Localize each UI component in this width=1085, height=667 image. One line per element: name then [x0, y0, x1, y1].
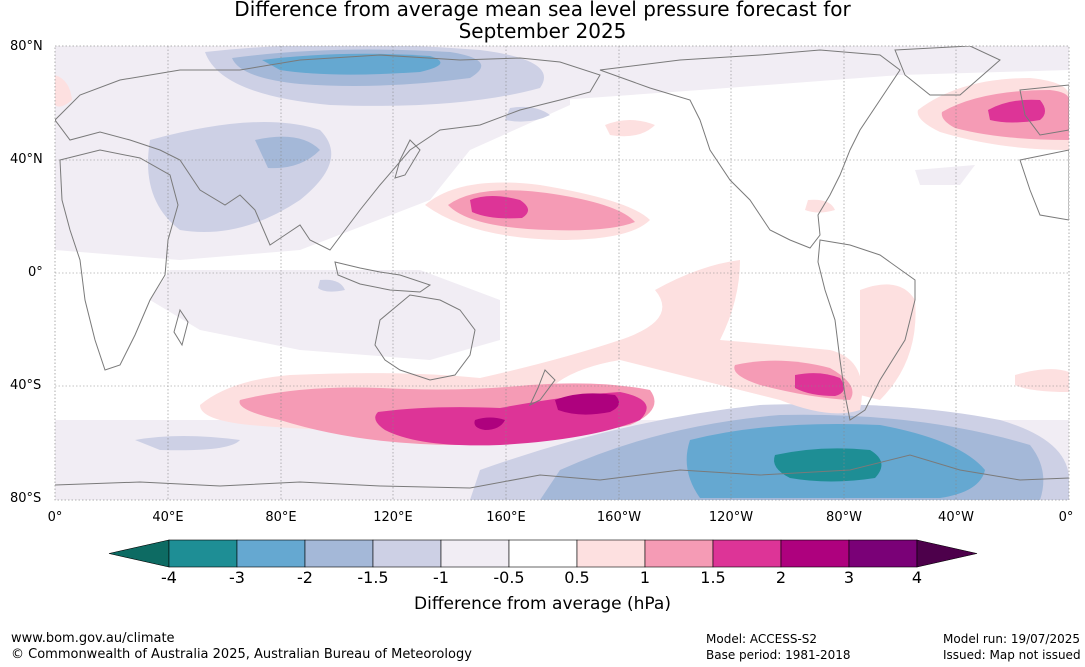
europe-coast: [1019, 84, 1069, 136]
lat-label-40n: 40°N: [10, 152, 43, 167]
colorbar-tick-label: 4: [911, 568, 923, 587]
footer-issued: Issued: Map not issued: [943, 648, 1081, 662]
indonesia-coast: [334, 261, 432, 293]
lat-label-40s: 40°S: [10, 378, 42, 393]
map-title-line1: Difference from average mean sea level p…: [234, 0, 851, 21]
west-africa-coast: [1019, 149, 1069, 221]
lon-label-40w: 40°W: [938, 510, 974, 525]
lat-label-80n: 80°N: [10, 39, 43, 54]
colorbar: [108, 539, 978, 568]
map-title-line2: September 2025: [458, 19, 627, 43]
colorbar-extend-min: [108, 539, 170, 568]
colorbar-tick-label: 3: [843, 568, 855, 587]
colorbar-swatch: [440, 539, 510, 568]
japan-coast: [394, 139, 421, 179]
colorbar-swatch: [168, 539, 238, 568]
footer-model: Model: ACCESS-S2: [706, 632, 818, 646]
antarctica-coast: [55, 454, 1069, 489]
lon-label-40e: 40°E: [152, 510, 184, 525]
lon-label-120w: 120°W: [708, 510, 754, 525]
footer-model-run: Model run: 19/07/2025: [943, 632, 1081, 646]
colorbar-swatch: [372, 539, 442, 568]
graticule: [55, 46, 1069, 500]
colorbar-swatch: [780, 539, 850, 568]
north-america-coast: [599, 49, 901, 249]
lon-label-160w: 160°W: [596, 510, 642, 525]
colorbar-tick-label: 0.5: [564, 568, 590, 587]
colorbar-tick-label: 1.5: [700, 568, 726, 587]
colorbar-tick-label: 2: [775, 568, 787, 587]
colorbar-swatch: [576, 539, 646, 568]
map-border: [54, 45, 1070, 501]
colorbar-swatch: [508, 539, 578, 568]
lon-label-80w: 80°W: [826, 510, 862, 525]
map-plot-area: [55, 46, 1069, 500]
lon-label-160e: 160°E: [486, 510, 526, 525]
lat-label-equator: 0°: [28, 265, 43, 280]
greenland-coast: [894, 46, 1001, 96]
colorbar-swatch: [644, 539, 714, 568]
colorbar-swatch: [236, 539, 306, 568]
footer-copyright: © Commonwealth of Australia 2025, Austra…: [11, 647, 472, 662]
colorbar-tick-label: -2: [297, 568, 313, 587]
eurasia-coast: [55, 54, 601, 251]
lon-label-120e: 120°E: [373, 510, 413, 525]
colorbar-tick-label: -1: [433, 568, 449, 587]
new-zealand-coast: [528, 369, 556, 407]
australia-coast: [374, 294, 476, 381]
colorbar-tick-label: -0.5: [493, 568, 525, 587]
colorbar-tick-label: -1.5: [357, 568, 389, 587]
lon-label-80e: 80°E: [265, 510, 297, 525]
colorbar-swatch: [848, 539, 918, 568]
lon-label-0-left: 0°: [47, 510, 63, 525]
colorbar-tick-label: -3: [229, 568, 245, 587]
colorbar-swatch: [304, 539, 374, 568]
anomaly-pos-2: [474, 393, 619, 430]
colorbar-extend-max: [916, 539, 978, 568]
lat-label-80s: 80°S: [10, 491, 42, 506]
madagascar-coast: [173, 308, 189, 347]
anomaly-neg-3: [774, 448, 882, 482]
africa-coast: [59, 149, 179, 371]
footer-website: www.bom.gov.au/climate: [11, 631, 175, 646]
colorbar-title: Difference from average (hPa): [414, 594, 671, 614]
colorbar-tick-label: 1: [639, 568, 651, 587]
colorbar-swatch: [712, 539, 782, 568]
coastlines: [55, 46, 1069, 489]
south-america-coast: [817, 239, 916, 421]
colorbar-tick-label: -4: [161, 568, 177, 587]
lon-label-0-right: 0°: [1058, 510, 1074, 525]
footer-base-period: Base period: 1981-2018: [706, 648, 851, 662]
